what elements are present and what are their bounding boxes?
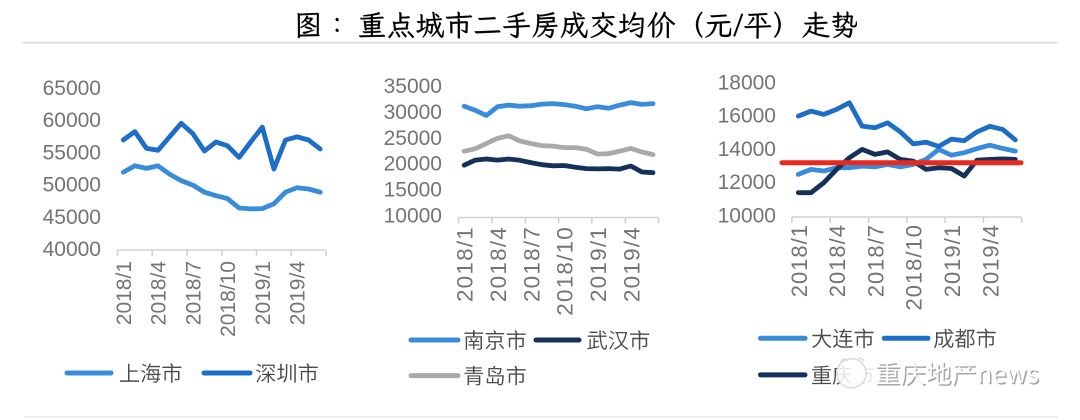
svg-text:18000: 18000: [718, 71, 776, 94]
svg-text:2018/10: 2018/10: [217, 261, 240, 337]
svg-text:35000: 35000: [384, 75, 442, 98]
svg-text:2019/4: 2019/4: [287, 261, 310, 326]
svg-text:10000: 10000: [384, 205, 442, 228]
svg-text:2019/1: 2019/1: [252, 261, 275, 325]
svg-text:2018/7: 2018/7: [183, 261, 206, 325]
svg-text:2018/1: 2018/1: [787, 224, 812, 297]
svg-text:16000: 16000: [718, 105, 776, 128]
svg-text:60000: 60000: [43, 109, 101, 132]
svg-text:30000: 30000: [384, 101, 442, 124]
svg-text:2019/1: 2019/1: [586, 226, 611, 302]
svg-text:55000: 55000: [43, 141, 101, 164]
svg-text:2018/1: 2018/1: [453, 226, 478, 302]
svg-text:2018/7: 2018/7: [863, 224, 888, 297]
svg-text:2018/10: 2018/10: [902, 224, 927, 311]
svg-text:14000: 14000: [718, 138, 776, 161]
svg-text:2019/1: 2019/1: [940, 224, 965, 297]
svg-text:2019/4: 2019/4: [978, 224, 1003, 297]
svg-text:2018/4: 2018/4: [486, 226, 511, 302]
svg-text:40000: 40000: [43, 238, 101, 261]
svg-text:2018/7: 2018/7: [519, 226, 544, 302]
svg-text:2018/4: 2018/4: [148, 261, 171, 326]
svg-text:2018/4: 2018/4: [825, 224, 850, 297]
svg-text:10000: 10000: [718, 205, 776, 228]
svg-text:25000: 25000: [384, 127, 442, 150]
svg-text:15000: 15000: [384, 179, 442, 202]
svg-text:2019/4: 2019/4: [619, 226, 644, 302]
svg-text:20000: 20000: [384, 153, 442, 176]
svg-text:50000: 50000: [43, 174, 101, 197]
svg-text:65000: 65000: [43, 77, 101, 100]
svg-text:12000: 12000: [718, 171, 776, 194]
svg-text:2018/10: 2018/10: [553, 226, 578, 316]
svg-text:45000: 45000: [43, 206, 101, 229]
svg-text:2018/1: 2018/1: [113, 261, 136, 325]
